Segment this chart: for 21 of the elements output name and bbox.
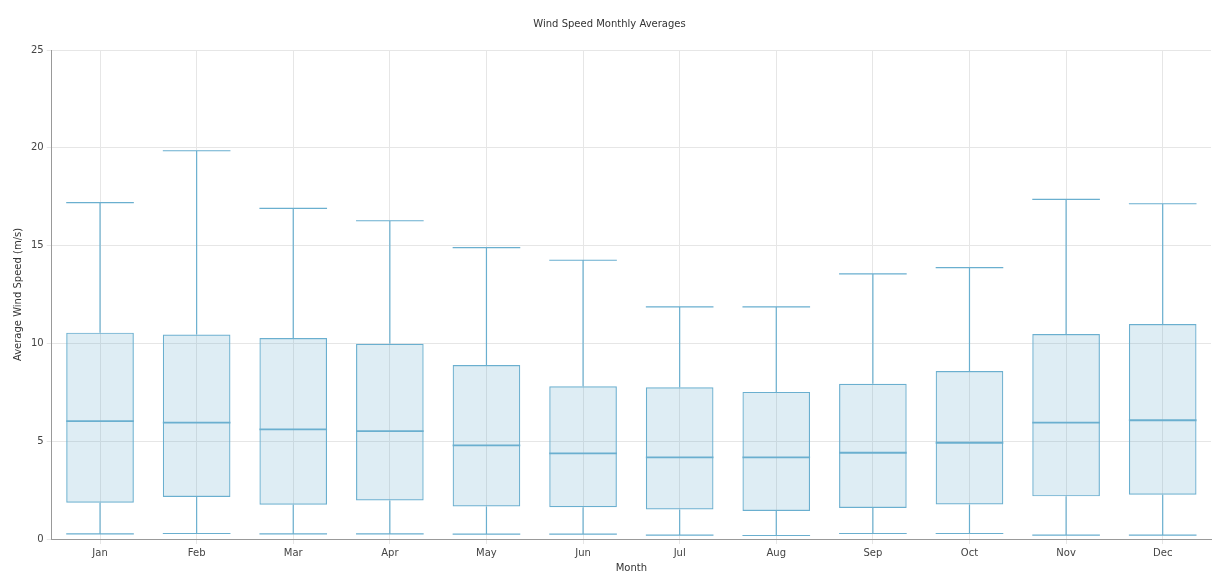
x-tick-label: Apr [381, 546, 400, 558]
x-tick-label: Jun [574, 546, 591, 558]
x-tick-label: Jan [91, 546, 108, 558]
x-tick-label: Mar [283, 546, 304, 558]
y-tick-label: 15 [30, 239, 44, 251]
y-tick-label: 5 [37, 434, 44, 446]
y-axis-title: Average Wind Speed (m/s) [11, 227, 23, 362]
y-tick-label: 0 [37, 532, 44, 544]
x-tick-label: Feb [187, 546, 206, 558]
y-tick-label: 10 [30, 336, 44, 348]
chart-title: Wind Speed Monthly Averages [533, 17, 686, 29]
x-tick-label: Nov [1056, 546, 1076, 558]
y-tick-label: 25 [30, 43, 44, 55]
x-tick-label: Sep [863, 546, 883, 558]
x-axis-title: Month [615, 561, 648, 573]
x-tick-label: May [476, 546, 497, 558]
x-tick-label: Oct [960, 546, 979, 558]
x-tick-label: Jul [672, 546, 686, 558]
x-tick-label: Aug [766, 546, 787, 558]
x-tick-label: Dec [1153, 546, 1173, 558]
y-tick-label: 20 [30, 141, 44, 153]
